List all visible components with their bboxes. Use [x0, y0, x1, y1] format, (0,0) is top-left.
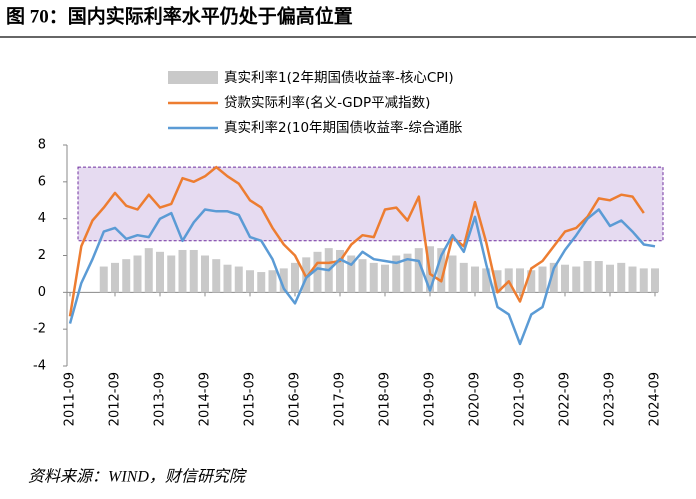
bar [279, 268, 288, 293]
bar [549, 262, 558, 293]
bar [606, 264, 614, 293]
x-tick-label: 2016-09 [288, 372, 303, 426]
source-note: 资料来源：WIND，财信研究院 [28, 468, 248, 486]
line [68, 165, 645, 317]
bar [291, 262, 299, 293]
bar [133, 255, 142, 293]
bar [246, 270, 254, 293]
x-tick-label: 2013-09 [153, 372, 168, 426]
x-tick-label: 2020-09 [468, 372, 483, 426]
y-tick-label: -2 [33, 322, 46, 337]
bar [493, 270, 502, 293]
bar [122, 259, 131, 293]
highlight-band [77, 166, 664, 242]
bar [111, 262, 119, 293]
bar [358, 259, 367, 293]
x-tick-label: 2024-09 [648, 372, 663, 426]
x-tick-label: 2019-09 [423, 372, 438, 426]
y-tick-label: 8 [38, 138, 46, 153]
bar [347, 255, 356, 293]
bar [268, 270, 277, 293]
y-tick-label: 6 [38, 174, 46, 189]
bar [617, 262, 626, 293]
bar [561, 264, 569, 293]
x-tick-label: 2022-09 [558, 372, 573, 426]
bar [594, 261, 603, 293]
bar [527, 270, 536, 293]
x-tick-label: 2011-09 [63, 372, 78, 426]
legend-label: 真实利率2(10年期国债收益率-综合通胀 [224, 119, 463, 136]
x-tick-label: 2015-09 [243, 372, 258, 426]
y-tick-label: 2 [38, 248, 46, 263]
bar [313, 251, 322, 293]
bar [189, 249, 198, 293]
bar [223, 264, 232, 293]
y-tick-label: -4 [33, 359, 46, 374]
bar [403, 253, 412, 293]
x-tick-label: 2014-09 [198, 372, 213, 426]
bar [651, 268, 659, 293]
bar [448, 255, 457, 293]
x-tick-label: 2018-09 [378, 372, 393, 426]
x-tick-label: 2023-09 [603, 372, 618, 426]
bar [628, 266, 637, 293]
chart-title: 图 70：国内实际利率水平仍处于偏高位置 [6, 4, 353, 27]
bar [516, 268, 524, 293]
bar [471, 266, 479, 293]
bar [639, 268, 648, 293]
bar [392, 255, 401, 293]
bar [144, 248, 153, 293]
x-tick-label: 2012-09 [108, 372, 123, 426]
bar [459, 262, 468, 293]
bar [572, 266, 581, 293]
y-tick-label: 4 [38, 211, 46, 226]
bar [201, 255, 209, 293]
legend: 真实利率1(2年期国债收益率-核心CPI) 贷款实际利率(名义-GDP平减指数)… [168, 69, 463, 136]
bar [167, 255, 176, 293]
line [68, 208, 656, 346]
bar [156, 251, 164, 293]
bar [369, 262, 378, 293]
legend-label: 贷款实际利率(名义-GDP平减指数) [224, 94, 430, 111]
bar [178, 249, 187, 293]
legend-swatch [168, 71, 218, 84]
bar [212, 259, 221, 293]
x-tick-label: 2021-09 [513, 372, 528, 426]
bar [414, 248, 423, 293]
y-tick-label: 0 [38, 285, 46, 300]
bar [257, 272, 266, 293]
bar [381, 264, 389, 293]
bar [99, 266, 108, 293]
legend-label: 真实利率1(2年期国债收益率-核心CPI) [224, 69, 454, 86]
x-tick-label: 2017-09 [333, 372, 348, 426]
bar [234, 266, 243, 293]
bar [583, 261, 592, 293]
bar [538, 266, 547, 293]
bar [336, 249, 344, 293]
bar [482, 268, 491, 293]
bar [437, 248, 446, 293]
